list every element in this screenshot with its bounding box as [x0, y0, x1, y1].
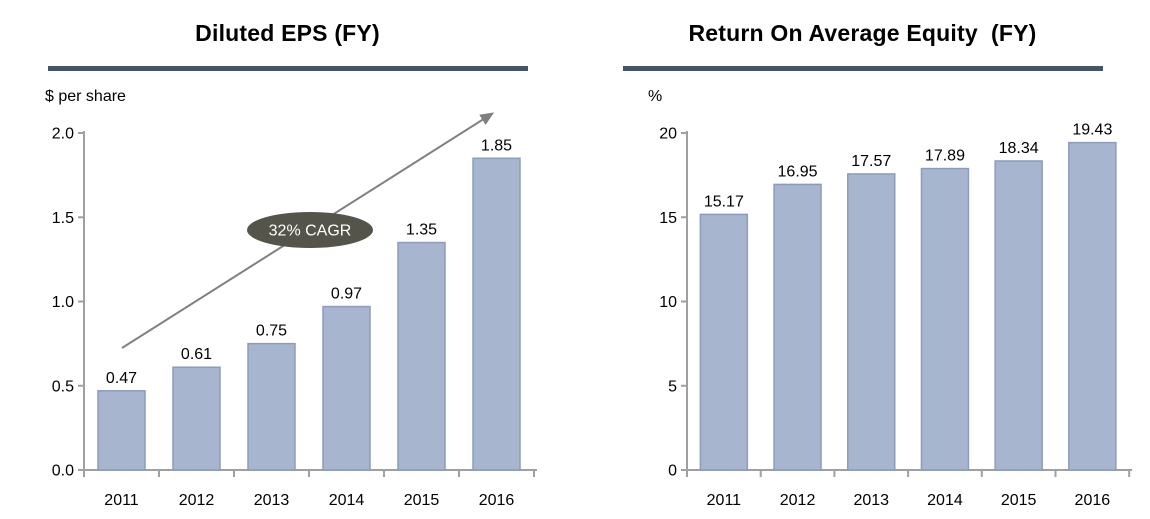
- bar-value-label: 1.35: [406, 222, 437, 239]
- bar-value-label: 0.61: [181, 346, 212, 363]
- bar-2015: [994, 160, 1043, 471]
- x-category-label: 2013: [853, 492, 889, 509]
- x-category-label: 2012: [780, 492, 816, 509]
- title-underline: [623, 66, 1103, 71]
- x-category-label: 2016: [1075, 492, 1111, 509]
- x-category-label: 2013: [254, 492, 290, 509]
- bar-value-label: 16.95: [778, 163, 818, 180]
- bar-2012: [172, 366, 221, 471]
- y-tick-label: 0: [668, 463, 677, 480]
- x-category-label: 2011: [104, 492, 139, 509]
- diluted-eps-chart-panel: Diluted EPS (FY) $ per share 0.0 0.5 1.0 1.…: [45, 20, 537, 509]
- bar-2016: [1068, 141, 1117, 471]
- bar-2015: [397, 241, 446, 471]
- bar-value-label: 19.43: [1072, 122, 1112, 139]
- bar-value-label: 0.97: [331, 286, 362, 303]
- bar-value-label: 18.34: [999, 140, 1039, 157]
- y-tick-label: 0.5: [52, 378, 74, 395]
- bar-2014: [322, 305, 371, 471]
- roae-bar-chart: 0 5 10 15 20 15.17 2011 16.95 2012 17.57 2013 17.89…: [659, 122, 1133, 509]
- bar-value-label: 15.17: [704, 193, 744, 210]
- y-tick-label: 1.0: [52, 294, 74, 311]
- bar-2011: [97, 390, 146, 471]
- diluted-eps-bar-chart: 0.0 0.5 1.0 1.5 2.0 0.47 2011 0.61 2012 0.75 2013 0…: [52, 112, 537, 509]
- x-category-label: 2015: [404, 492, 440, 509]
- x-category-label: 2016: [479, 492, 515, 509]
- y-axis-unit-label: %: [648, 88, 663, 105]
- return-on-avg-equity-chart-panel: Return On Average Equity (FY) % 0 5 10 15 20…: [575, 0, 1150, 519]
- bar-value-label: 0.47: [106, 370, 137, 387]
- y-tick-label: 20: [659, 126, 677, 143]
- bar-2011: [699, 213, 749, 471]
- cagr-annotation-ellipse: [247, 212, 373, 248]
- y-tick-label: 0.0: [52, 463, 74, 480]
- cagr-annotation-text: 32% CAGR: [269, 223, 352, 240]
- bar-2013: [847, 173, 896, 471]
- x-category-label: 2014: [927, 492, 963, 509]
- chart-title-diluted-eps: Diluted EPS (FY): [195, 20, 380, 46]
- bar-2012: [773, 183, 822, 471]
- bar-2013: [247, 342, 296, 471]
- x-category-label: 2012: [179, 492, 215, 509]
- bar-value-label: 17.57: [851, 153, 891, 170]
- bar-value-label: 17.89: [925, 148, 965, 165]
- x-category-label: 2011: [707, 492, 742, 509]
- x-category-label: 2014: [329, 492, 365, 509]
- bar-value-label: 1.85: [481, 137, 512, 154]
- bar-2014: [920, 167, 970, 471]
- y-axis-unit-label: $ per share: [45, 88, 126, 105]
- y-tick-label: 2.0: [52, 126, 74, 143]
- y-tick-label: 5: [668, 378, 677, 395]
- y-tick-label: 1.5: [52, 210, 74, 227]
- title-underline: [48, 66, 528, 71]
- y-tick-label: 15: [659, 210, 677, 227]
- bar-2016: [472, 157, 521, 471]
- x-category-label: 2015: [1001, 492, 1037, 509]
- bar-value-label: 0.75: [256, 323, 287, 340]
- y-tick-label: 10: [659, 294, 677, 311]
- chart-title-return-on-average-equity: Return On Average Equity (FY): [688, 20, 1037, 46]
